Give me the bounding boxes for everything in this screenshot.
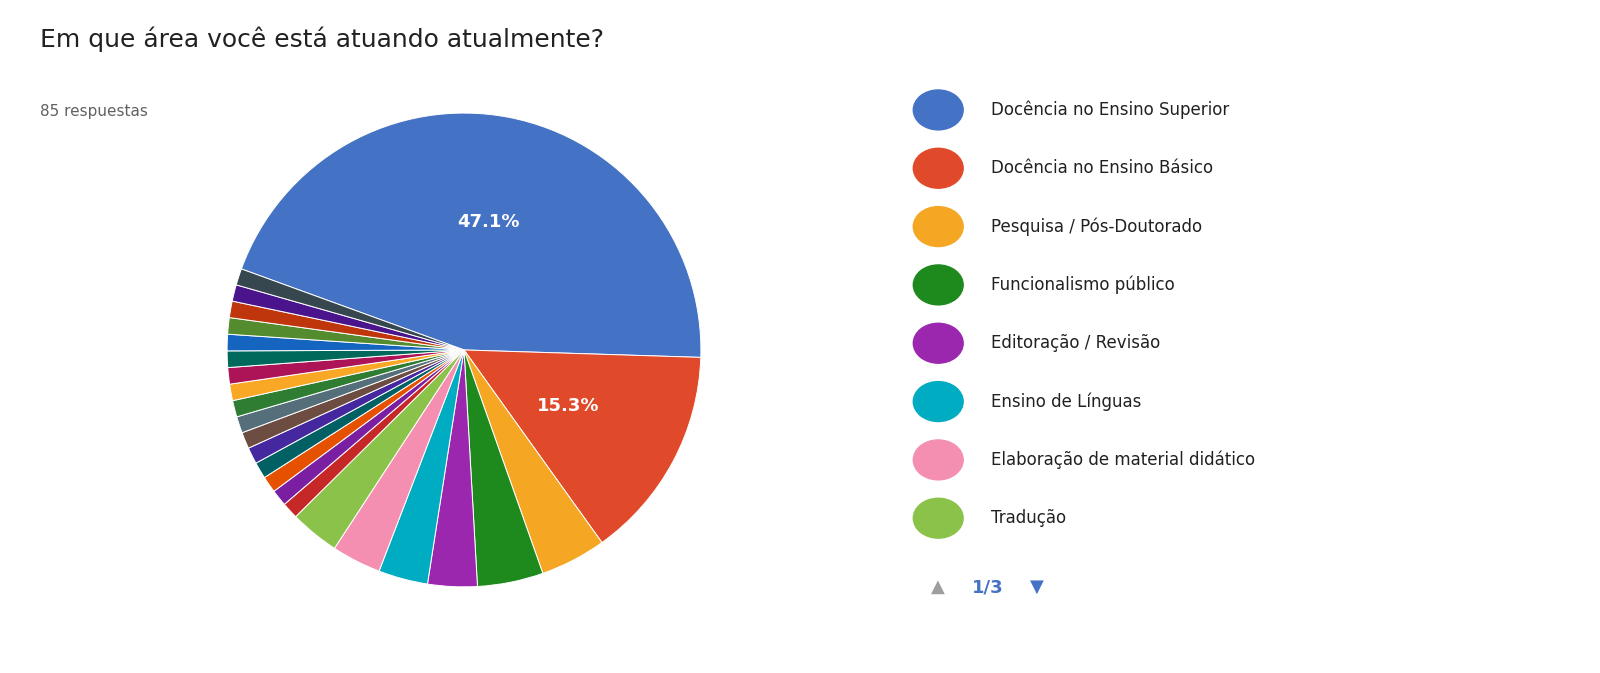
Wedge shape bbox=[229, 301, 464, 350]
Wedge shape bbox=[274, 350, 464, 504]
Wedge shape bbox=[227, 318, 464, 350]
Wedge shape bbox=[237, 350, 464, 433]
Wedge shape bbox=[242, 113, 701, 357]
Text: 47.1%: 47.1% bbox=[458, 213, 520, 231]
Text: ▼: ▼ bbox=[1030, 578, 1043, 596]
Text: ▲: ▲ bbox=[931, 578, 946, 596]
Wedge shape bbox=[227, 350, 464, 384]
Wedge shape bbox=[379, 350, 464, 584]
Text: 15.3%: 15.3% bbox=[538, 396, 600, 415]
Text: Elaboração de material didático: Elaboração de material didático bbox=[990, 451, 1254, 469]
Wedge shape bbox=[464, 350, 602, 573]
Text: Em que área você está atuando atualmente?: Em que área você está atuando atualmente… bbox=[40, 27, 605, 52]
Circle shape bbox=[914, 265, 963, 305]
Wedge shape bbox=[237, 269, 464, 350]
Wedge shape bbox=[334, 350, 464, 571]
Circle shape bbox=[914, 207, 963, 246]
Text: Docência no Ensino Superior: Docência no Ensino Superior bbox=[990, 101, 1229, 119]
Circle shape bbox=[914, 90, 963, 130]
Wedge shape bbox=[296, 350, 464, 548]
Wedge shape bbox=[264, 350, 464, 491]
Wedge shape bbox=[227, 334, 464, 351]
Wedge shape bbox=[232, 285, 464, 350]
Circle shape bbox=[914, 148, 963, 188]
Wedge shape bbox=[227, 350, 464, 367]
Wedge shape bbox=[464, 350, 701, 542]
Wedge shape bbox=[256, 350, 464, 478]
Circle shape bbox=[914, 498, 963, 538]
Text: 85 respuestas: 85 respuestas bbox=[40, 104, 147, 119]
Text: Editoração / Revisão: Editoração / Revisão bbox=[990, 334, 1160, 352]
Wedge shape bbox=[427, 350, 477, 587]
Text: Docência no Ensino Básico: Docência no Ensino Básico bbox=[990, 160, 1213, 177]
Wedge shape bbox=[248, 350, 464, 463]
Text: Ensino de Línguas: Ensino de Línguas bbox=[990, 392, 1141, 411]
Circle shape bbox=[914, 382, 963, 421]
Wedge shape bbox=[232, 350, 464, 417]
Text: 1/3: 1/3 bbox=[971, 578, 1003, 596]
Wedge shape bbox=[229, 350, 464, 400]
Wedge shape bbox=[242, 350, 464, 448]
Text: Funcionalismo público: Funcionalismo público bbox=[990, 276, 1174, 294]
Wedge shape bbox=[285, 350, 464, 517]
Circle shape bbox=[914, 323, 963, 363]
Circle shape bbox=[914, 440, 963, 480]
Text: Pesquisa / Pós-Doutorado: Pesquisa / Pós-Doutorado bbox=[990, 217, 1202, 236]
Text: Tradução: Tradução bbox=[990, 509, 1066, 527]
Wedge shape bbox=[464, 350, 542, 586]
